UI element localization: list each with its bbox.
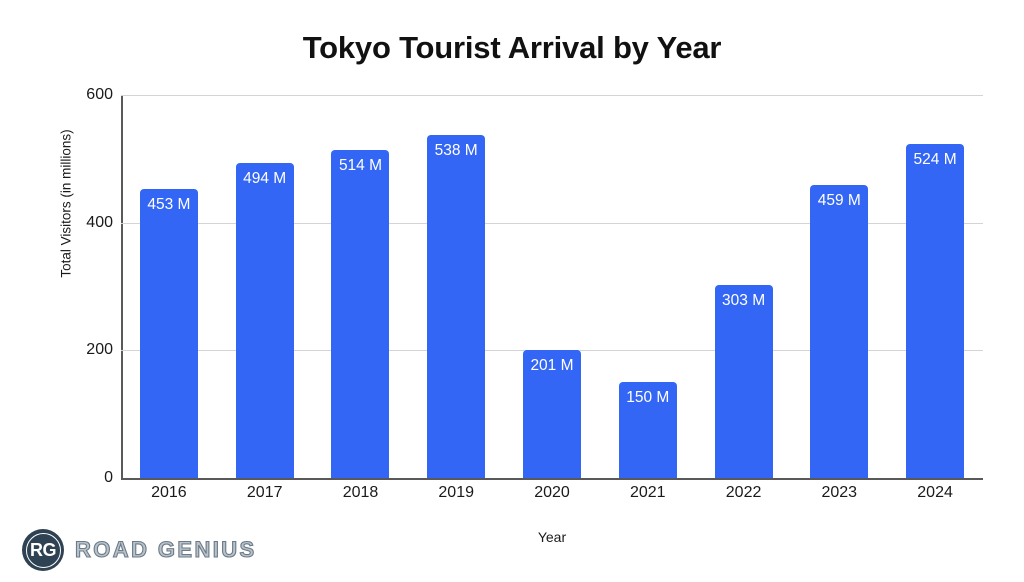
bar-slot-2017: 494 M bbox=[217, 95, 313, 478]
bar-slot-2019: 538 M bbox=[408, 95, 504, 478]
logo-wordmark: ROAD GENIUS bbox=[74, 536, 257, 562]
x-tick-2017: 2017 bbox=[246, 484, 283, 501]
x-tick-2019: 2019 bbox=[438, 484, 474, 501]
y-tick-400: 400 bbox=[86, 213, 113, 231]
x-axis-spine bbox=[121, 478, 983, 480]
bar-slot-2023: 459 M bbox=[791, 95, 887, 478]
x-tick-2022: 2022 bbox=[725, 484, 762, 501]
bar-value-2021: 150 M bbox=[626, 389, 670, 407]
gridline-400 bbox=[121, 222, 983, 224]
x-axis-tick-labels: 2016 2017 2018 2019 2020 2021 2022 2023 … bbox=[121, 484, 983, 512]
bar-2019[interactable]: 538 M bbox=[427, 134, 486, 478]
bar-slot-2022: 303 M bbox=[696, 95, 792, 478]
bar-2017[interactable]: 494 M bbox=[235, 162, 294, 478]
x-tick-2020: 2020 bbox=[534, 484, 570, 501]
bar-series: 453 M 494 M 514 M 538 M 201 M 150 M bbox=[121, 95, 983, 478]
gridline-600 bbox=[121, 95, 983, 96]
bar-2016[interactable]: 453 M bbox=[139, 188, 198, 478]
bar-value-2016: 453 M bbox=[147, 195, 191, 213]
bar-2023[interactable]: 459 M bbox=[810, 185, 869, 478]
bar-slot-2024: 524 M bbox=[887, 95, 983, 478]
bar-value-2023: 459 M bbox=[817, 192, 861, 209]
logo-monogram-text: RG bbox=[30, 540, 57, 560]
bar-value-2017: 494 M bbox=[243, 169, 287, 187]
bar-2021[interactable]: 150 M bbox=[618, 382, 677, 478]
x-tick-2021: 2021 bbox=[629, 484, 666, 501]
bar-2018[interactable]: 514 M bbox=[331, 149, 390, 478]
y-axis-spine bbox=[121, 95, 123, 479]
x-tick-2024: 2024 bbox=[917, 484, 953, 501]
bar-value-2022: 303 M bbox=[722, 291, 766, 309]
bar-slot-2021: 150 M bbox=[600, 95, 696, 478]
y-tick-0: 0 bbox=[104, 469, 113, 486]
logo-monogram-icon: RG bbox=[22, 529, 64, 571]
x-tick-2016: 2016 bbox=[151, 484, 187, 501]
bar-slot-2018: 514 M bbox=[313, 95, 409, 478]
plot-area: 453 M 494 M 514 M 538 M 201 M 150 M bbox=[121, 95, 983, 478]
bar-2024[interactable]: 524 M bbox=[906, 143, 965, 478]
x-tick-2018: 2018 bbox=[342, 484, 379, 501]
brand-logo: RG ROAD GENIUS bbox=[22, 529, 257, 571]
bar-value-2020: 201 M bbox=[530, 356, 574, 374]
bar-2020[interactable]: 201 M bbox=[522, 349, 581, 478]
bar-slot-2020: 201 M bbox=[504, 95, 600, 478]
bar-value-2024: 524 M bbox=[913, 150, 957, 168]
y-tick-200: 200 bbox=[86, 341, 113, 359]
y-axis-tick-labels: 600 400 200 0 bbox=[45, 0, 113, 582]
bar-2022[interactable]: 303 M bbox=[714, 284, 773, 478]
x-axis-label: Year bbox=[537, 529, 567, 545]
bar-value-2019: 538 M bbox=[434, 141, 478, 159]
page-title: Tokyo Tourist Arrival by Year bbox=[302, 30, 722, 65]
bar-slot-2016: 453 M bbox=[121, 95, 217, 478]
x-tick-2023: 2023 bbox=[821, 484, 858, 501]
bar-value-2018: 514 M bbox=[338, 156, 383, 174]
y-tick-600: 600 bbox=[86, 86, 113, 103]
